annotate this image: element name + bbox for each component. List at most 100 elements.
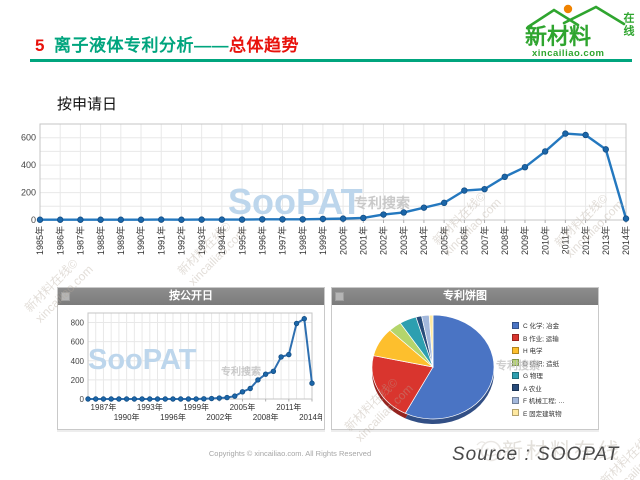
x-tick-label: 1987年 (75, 226, 86, 255)
panel-menu-icon (335, 292, 344, 301)
legend-label: C 化学; 冶金 (523, 323, 560, 331)
x-tick-label: 1993年 (196, 226, 207, 255)
data-point (224, 394, 230, 401)
data-point (582, 131, 589, 139)
data-point (262, 371, 269, 377)
data-point (270, 368, 277, 374)
panel-by-publication-date: 按公开日 SooPAT 专利搜索 0 200 400 600 800 1987年 1990年 19… (57, 287, 325, 430)
legend-swatch (512, 346, 519, 354)
data-point (117, 216, 125, 223)
page-title: 5 离子液体专利分析——总体趋势 (35, 31, 299, 56)
data-point (198, 216, 205, 223)
data-point (400, 209, 407, 216)
data-point (178, 216, 185, 223)
legend-label: D 纺织; 造纸 (523, 360, 560, 368)
y-tick-label: 0 (31, 215, 36, 225)
data-point (238, 216, 246, 223)
source-text: Source : SOOPAT (452, 444, 620, 465)
x-tick-label: 1999年 (183, 402, 209, 412)
x-tick-label: 1999年 (317, 226, 328, 255)
x-tick-label: 1991年 (155, 226, 166, 255)
x-tick-label: 2013年 (600, 226, 611, 255)
x-tick-label: 2009年 (519, 226, 530, 255)
soopat-watermark: SooPAT 专利搜索 (88, 344, 261, 378)
svg-text:SooPAT: SooPAT (88, 344, 197, 376)
data-point (420, 204, 428, 211)
legend-swatch (512, 396, 519, 404)
data-point (85, 396, 91, 402)
legend-label: B 作业; 运输 (523, 335, 559, 343)
legend-label: A 农业 (523, 385, 542, 393)
legend-swatch (512, 359, 519, 367)
data-point (97, 216, 104, 223)
data-point (440, 199, 448, 207)
legend-swatch (512, 334, 519, 342)
x-tick-label: 1992年 (176, 226, 187, 255)
y-tick-label: 400 (21, 160, 36, 170)
data-point (232, 393, 238, 399)
legend-label: F 机械工程; … (523, 398, 565, 406)
y-tick-label: 400 (71, 357, 85, 366)
x-tick-label: 1990年 (114, 412, 140, 422)
data-point (360, 214, 367, 222)
y-tick-label: 800 (71, 319, 85, 328)
logo-suffix-text: 在线 (622, 12, 634, 38)
legend-item-4: G 物理 (512, 369, 598, 382)
data-point (147, 396, 153, 402)
data-point (622, 215, 630, 222)
pie-slice-7 (428, 314, 434, 368)
legend-swatch (512, 384, 519, 392)
logo-roof-icon (526, 5, 626, 29)
x-tick-label: 2014年 (620, 226, 631, 255)
data-point (602, 146, 609, 153)
x-tick-label: 2004年 (418, 226, 429, 255)
x-tick-label: 1998年 (297, 226, 308, 255)
data-point (131, 396, 138, 402)
soopat-sub-watermark: 专利搜索 (496, 360, 540, 372)
x-tick-label: 1990年 (135, 226, 146, 255)
x-tick-label: 2008年 (499, 226, 510, 255)
slide-number: 5 (35, 36, 45, 55)
data-point (193, 396, 199, 402)
data-point (93, 396, 99, 402)
x-tick-label: 1996年 (160, 412, 186, 422)
data-point (299, 216, 306, 223)
legend-swatch (512, 409, 519, 417)
y-tick-label: 600 (71, 338, 85, 347)
pie-slice-1 (371, 355, 434, 414)
data-point (255, 377, 261, 383)
data-point (154, 396, 161, 402)
y-tick-label: 600 (21, 133, 36, 143)
x-tick-label: 1994年 (216, 226, 227, 255)
x-tick-label: 2007年 (479, 226, 490, 255)
x-tick-label: 1997年 (277, 226, 288, 255)
data-point (301, 316, 307, 322)
legend-item-2: H 电学 (512, 344, 598, 357)
y-tick-label: 0 (80, 395, 85, 404)
title-main: 离子液体专利分析—— (53, 36, 229, 55)
data-point (116, 396, 122, 402)
panel-header: 按公开日 (58, 288, 324, 305)
section-label: 按申请日 (57, 96, 118, 113)
legend-item-7: E 固定建筑物 (512, 407, 598, 420)
logo-domain-text: xincailiao.com (532, 48, 604, 59)
x-tick-label: 2012年 (580, 226, 591, 255)
y-tick-label: 200 (71, 376, 85, 385)
x-tick-label: 2000年 (337, 226, 348, 255)
legend-label: E 固定建筑物 (523, 410, 562, 418)
x-tick-label: 2002年 (206, 412, 232, 422)
data-point (57, 216, 64, 223)
data-point (201, 396, 207, 402)
x-tick-label: 2010年 (539, 226, 550, 255)
legend-item-3: D 纺织; 造纸 (512, 357, 598, 370)
panel-title: 专利饼图 (443, 290, 487, 302)
data-point (208, 395, 215, 402)
x-tick-label: 2001年 (358, 226, 369, 255)
patent-pie-chart (332, 305, 598, 434)
data-point (309, 380, 315, 386)
y-tick-label: 200 (21, 188, 36, 198)
copyright-text: Copyrights © xincailiao.com. All Rights … (208, 449, 372, 458)
x-tick-label: 2008年 (253, 412, 279, 422)
data-point (77, 216, 84, 223)
